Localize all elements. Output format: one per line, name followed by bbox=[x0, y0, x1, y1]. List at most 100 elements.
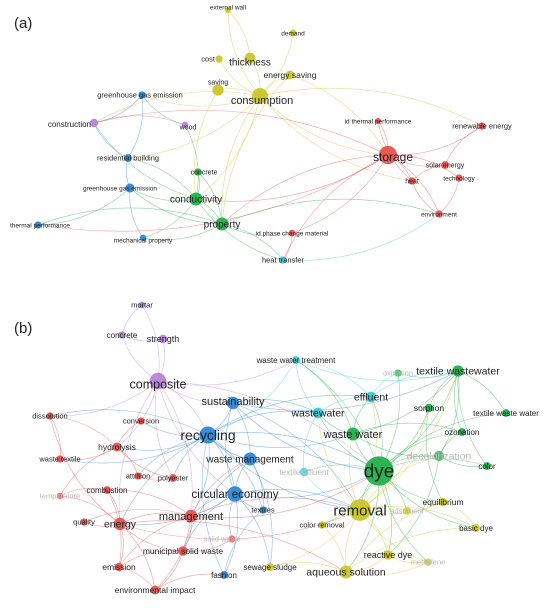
label-b-textiles: textiles bbox=[251, 506, 275, 515]
label-b-quality: quality bbox=[73, 518, 95, 527]
node-a-saving bbox=[212, 84, 224, 96]
node-b-attrition bbox=[134, 472, 142, 480]
label-a-consumption: consumption bbox=[231, 95, 293, 107]
label-b-removal: removal bbox=[333, 502, 386, 519]
node-a-phase-change-material bbox=[288, 229, 296, 237]
node-b-decolorization bbox=[433, 450, 445, 462]
network-edge bbox=[221, 95, 261, 225]
network-edge bbox=[59, 434, 209, 464]
network-edge bbox=[49, 415, 121, 525]
network-edge bbox=[116, 434, 209, 451]
node-b-sustainability bbox=[226, 396, 240, 410]
node-b-ozonation bbox=[458, 428, 466, 436]
network-edge bbox=[49, 409, 209, 436]
node-b-municipal-solid-waste bbox=[178, 546, 188, 556]
node-a-concrete bbox=[194, 168, 202, 176]
label-b-mortar: mortar bbox=[131, 301, 153, 310]
label-a-technology: technology bbox=[443, 175, 475, 182]
label-b-municipal-solid-waste: municipal solid waste bbox=[143, 546, 224, 556]
label-a-solar-energy: solar energy bbox=[426, 162, 465, 169]
network-edge bbox=[295, 359, 372, 398]
label-a-demand: demand bbox=[281, 30, 305, 37]
network-edge bbox=[127, 94, 144, 159]
label-b-oxidation: oxidation bbox=[383, 369, 413, 378]
network-edge bbox=[225, 402, 236, 495]
network-edge bbox=[49, 380, 159, 417]
network-edge bbox=[106, 489, 192, 517]
network-edge bbox=[59, 487, 108, 497]
network-edge bbox=[425, 407, 444, 503]
node-b-conversion bbox=[137, 417, 145, 425]
label-b-effluent: effluent bbox=[354, 392, 388, 404]
label-a-heat: heat bbox=[405, 178, 419, 185]
network-edge bbox=[190, 458, 251, 517]
node-b-effluent bbox=[365, 391, 377, 403]
node-b-color-removal bbox=[318, 521, 326, 529]
network-edge bbox=[234, 493, 271, 568]
node-b-combustion bbox=[103, 486, 111, 494]
label-a-cost: cost bbox=[201, 55, 216, 64]
network-edge bbox=[221, 223, 293, 236]
network-edge bbox=[157, 359, 297, 386]
label-b-decolorization: decolorization bbox=[407, 451, 472, 463]
label-b-circular-economy: circular economy bbox=[192, 489, 279, 501]
node-a-external-wall bbox=[224, 6, 232, 14]
node-b-reactive-dye bbox=[383, 550, 393, 560]
network-edge bbox=[359, 407, 430, 511]
network-edge bbox=[93, 94, 143, 124]
node-a-demand bbox=[289, 29, 297, 37]
node-a-heat bbox=[408, 177, 416, 185]
network-edge bbox=[93, 109, 389, 156]
node-b-aqueous-solution bbox=[339, 565, 353, 579]
network-edge bbox=[207, 434, 361, 511]
node-a-property bbox=[215, 217, 229, 231]
network-edge bbox=[157, 380, 236, 495]
node-a-id-thermal-performance bbox=[374, 117, 382, 125]
label-b-waste-management: waste management bbox=[205, 455, 293, 466]
network-edge bbox=[154, 380, 174, 479]
label-b-color: color bbox=[478, 462, 496, 471]
node-a-cost bbox=[215, 55, 223, 63]
network-edge bbox=[119, 512, 192, 525]
panel-label-a: (a) bbox=[14, 15, 32, 32]
node-b-mortar bbox=[138, 301, 146, 309]
network-edge bbox=[223, 509, 264, 576]
node-a-thermal-performance bbox=[34, 221, 42, 229]
label-b-adsorbent: adsorbent bbox=[390, 507, 424, 516]
network-edge bbox=[190, 470, 380, 519]
label-a-greenhouse-gas-emission-2: greenhouse gas emission bbox=[83, 185, 157, 192]
network-edge bbox=[93, 115, 186, 126]
node-b-textile-wastewater bbox=[452, 365, 464, 377]
network-edge bbox=[249, 458, 273, 568]
node-b-composite bbox=[149, 372, 167, 390]
network-edge bbox=[141, 94, 261, 107]
node-b-management bbox=[184, 509, 198, 523]
label-b-textile-waste-water: textile waste water bbox=[473, 409, 539, 418]
node-b-recycling bbox=[199, 426, 217, 444]
network-b-nodes bbox=[46, 301, 510, 595]
network-edge bbox=[184, 124, 199, 200]
node-a-wood bbox=[181, 121, 189, 129]
network-edge bbox=[457, 370, 507, 414]
network-edge bbox=[49, 415, 61, 460]
network-edge bbox=[59, 446, 118, 497]
network-edge bbox=[118, 515, 192, 568]
network-edge bbox=[295, 359, 459, 381]
network-edge bbox=[345, 527, 477, 573]
network-a-nodes bbox=[34, 6, 486, 264]
node-b-equilibrium bbox=[438, 497, 448, 507]
network-edge bbox=[345, 501, 444, 573]
network-edge bbox=[259, 95, 413, 182]
node-a-greenhouse-gas-emission bbox=[138, 91, 146, 99]
node-b-removal bbox=[349, 499, 371, 521]
network-edge bbox=[195, 95, 261, 200]
label-b-hydrolysis: hydrolysis bbox=[98, 442, 136, 452]
node-a-conductivity bbox=[189, 192, 203, 206]
label-b-polyester: polyester bbox=[158, 474, 189, 483]
label-b-reactive-dye: reactive dye bbox=[364, 550, 413, 560]
label-b-dissolution: dissolution bbox=[32, 412, 67, 421]
network-edge bbox=[195, 198, 284, 261]
network-edge bbox=[207, 410, 319, 436]
node-a-renewable-energy bbox=[478, 122, 486, 130]
